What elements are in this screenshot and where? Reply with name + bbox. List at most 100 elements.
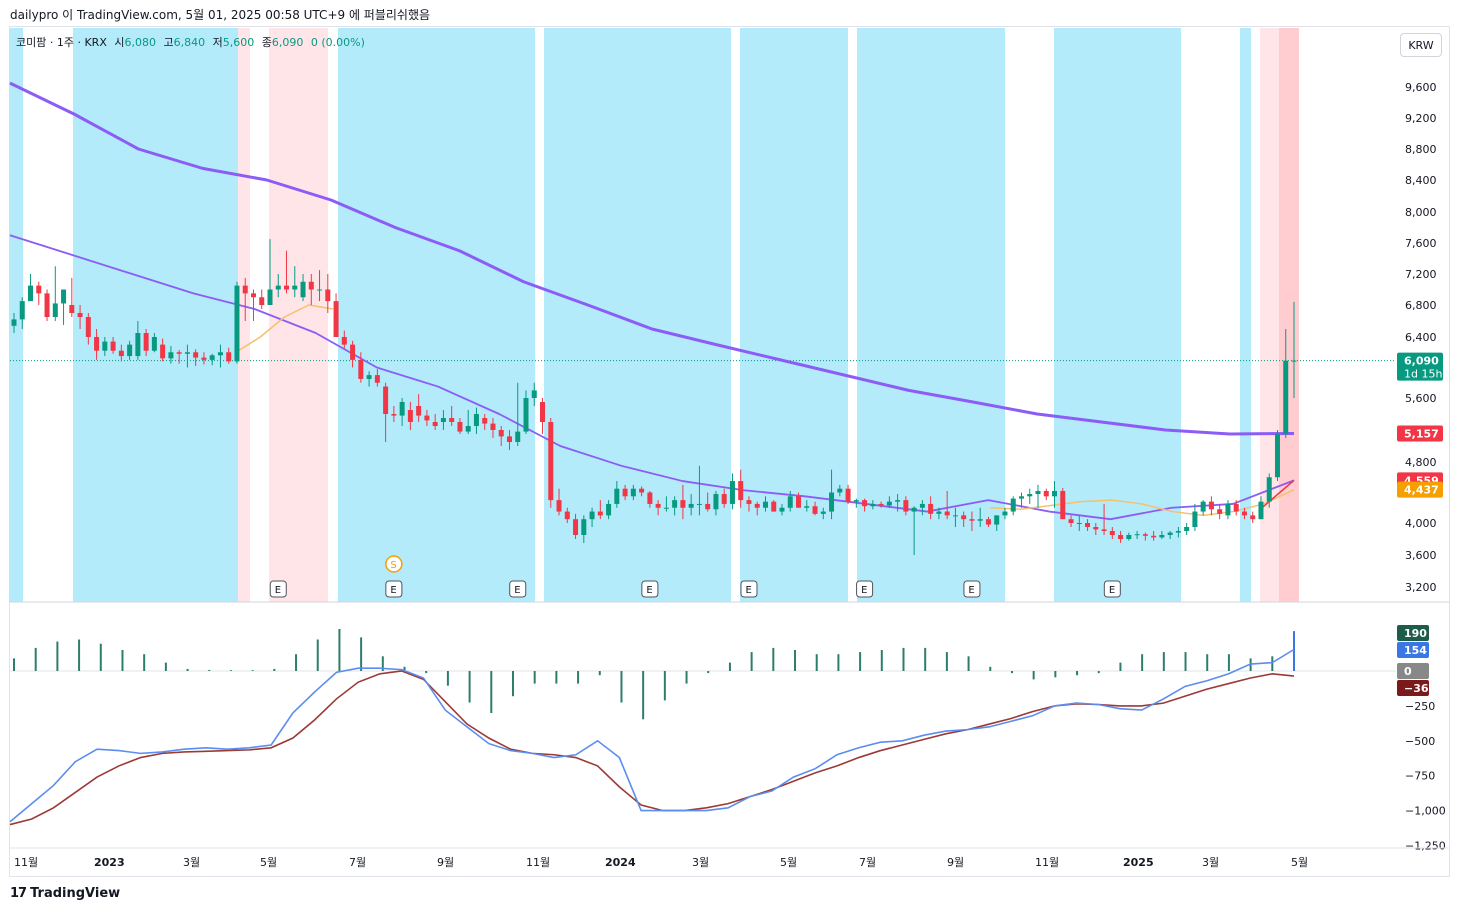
candle-body[interactable] [606, 503, 612, 516]
candle-body[interactable] [936, 511, 942, 514]
candle-body[interactable] [928, 503, 934, 514]
candle-body[interactable] [193, 352, 199, 358]
candle-body[interactable] [895, 500, 901, 502]
candle-body[interactable] [366, 375, 372, 379]
candle-body[interactable] [1291, 360, 1297, 362]
candle-body[interactable] [399, 402, 405, 416]
candle-body[interactable] [416, 406, 422, 416]
candle-body[interactable] [284, 285, 290, 290]
candle-body[interactable] [1225, 503, 1231, 516]
candle-body[interactable] [341, 337, 347, 345]
candle-body[interactable] [383, 386, 389, 414]
symbol-name[interactable]: 코미팜 · 1주 · KRX [16, 36, 107, 49]
candle-body[interactable] [944, 511, 950, 516]
candle-body[interactable] [771, 501, 777, 512]
candle-body[interactable] [812, 506, 818, 514]
candle-body[interactable] [754, 503, 760, 508]
candle-body[interactable] [696, 503, 702, 505]
earnings-event-icon[interactable] [385, 580, 403, 598]
candle-body[interactable] [498, 430, 504, 437]
candle-body[interactable] [1002, 511, 1008, 516]
candle-body[interactable] [820, 511, 826, 514]
candle-body[interactable] [977, 519, 983, 521]
candle-body[interactable] [506, 436, 512, 442]
candle-body[interactable] [919, 503, 925, 508]
candle-body[interactable] [1010, 498, 1016, 512]
candle-body[interactable] [118, 350, 124, 357]
candle-body[interactable] [1085, 523, 1091, 527]
candle-body[interactable] [523, 398, 529, 432]
candle-body[interactable] [1192, 511, 1198, 527]
candle-body[interactable] [845, 488, 851, 502]
candle-body[interactable] [663, 507, 669, 509]
candle-body[interactable] [308, 281, 314, 290]
candle-body[interactable] [1101, 529, 1107, 531]
candle-body[interactable] [1159, 535, 1165, 538]
candle-body[interactable] [490, 423, 496, 430]
candle-body[interactable] [787, 496, 793, 508]
candle-body[interactable] [217, 352, 223, 356]
candle-body[interactable] [135, 333, 141, 357]
candle-body[interactable] [903, 500, 909, 512]
candle-body[interactable] [300, 281, 306, 298]
candle-body[interactable] [713, 494, 719, 510]
candle-body[interactable] [564, 511, 570, 520]
candle-body[interactable] [440, 418, 446, 422]
candle-body[interactable] [1052, 490, 1058, 497]
candle-body[interactable] [28, 285, 34, 302]
candle-body[interactable] [853, 500, 859, 502]
candle-body[interactable] [961, 515, 967, 520]
earnings-event-icon[interactable] [740, 580, 758, 598]
candle-body[interactable] [1151, 535, 1157, 538]
candle-body[interactable] [209, 355, 215, 360]
candle-body[interactable] [226, 352, 232, 362]
candle-body[interactable] [36, 285, 42, 294]
candle-body[interactable] [1018, 496, 1024, 499]
candle-body[interactable] [705, 503, 711, 510]
candle-body[interactable] [589, 511, 595, 520]
candle-body[interactable] [1118, 535, 1124, 539]
earnings-event-icon[interactable] [509, 580, 527, 598]
candle-body[interactable] [250, 293, 256, 298]
candle-body[interactable] [275, 285, 281, 290]
candle-body[interactable] [259, 297, 265, 305]
candle-body[interactable] [85, 317, 91, 337]
earnings-event-icon[interactable] [269, 580, 287, 598]
candle-body[interactable] [1266, 477, 1272, 502]
candle-body[interactable] [1200, 501, 1206, 512]
candle-body[interactable] [1035, 490, 1041, 495]
candle-body[interactable] [688, 503, 694, 508]
candle-body[interactable] [151, 337, 157, 351]
candle-body[interactable] [143, 333, 149, 351]
candle-body[interactable] [292, 285, 298, 290]
candle-body[interactable] [176, 352, 182, 354]
candle-body[interactable] [69, 305, 75, 313]
candle-body[interactable] [994, 515, 1000, 525]
candle-body[interactable] [1274, 434, 1280, 478]
candle-body[interactable] [556, 500, 562, 512]
candle-body[interactable] [1142, 534, 1148, 536]
candle-body[interactable] [1093, 527, 1099, 530]
candle-body[interactable] [11, 319, 17, 326]
candle-body[interactable] [424, 415, 430, 421]
candle-body[interactable] [779, 507, 785, 512]
earnings-event-icon[interactable] [963, 580, 981, 598]
candle-body[interactable] [1217, 509, 1223, 514]
candle-body[interactable] [473, 414, 479, 426]
candle-body[interactable] [242, 285, 248, 294]
candle-body[interactable] [573, 519, 579, 535]
currency-button[interactable]: KRW [1400, 33, 1442, 57]
candle-body[interactable] [407, 410, 413, 422]
candle-body[interactable] [655, 503, 661, 508]
candle-body[interactable] [878, 503, 884, 506]
candle-body[interactable] [465, 426, 471, 432]
candle-body[interactable] [1027, 494, 1033, 497]
candle-body[interactable] [630, 488, 636, 497]
candle-body[interactable] [862, 500, 868, 507]
candle-body[interactable] [1184, 527, 1190, 531]
candle-body[interactable] [201, 357, 207, 360]
candle-body[interactable] [52, 303, 58, 317]
tradingview-footer[interactable]: 17 TradingView [10, 886, 120, 901]
candle-body[interactable] [1258, 501, 1264, 520]
candle-body[interactable] [110, 341, 116, 351]
